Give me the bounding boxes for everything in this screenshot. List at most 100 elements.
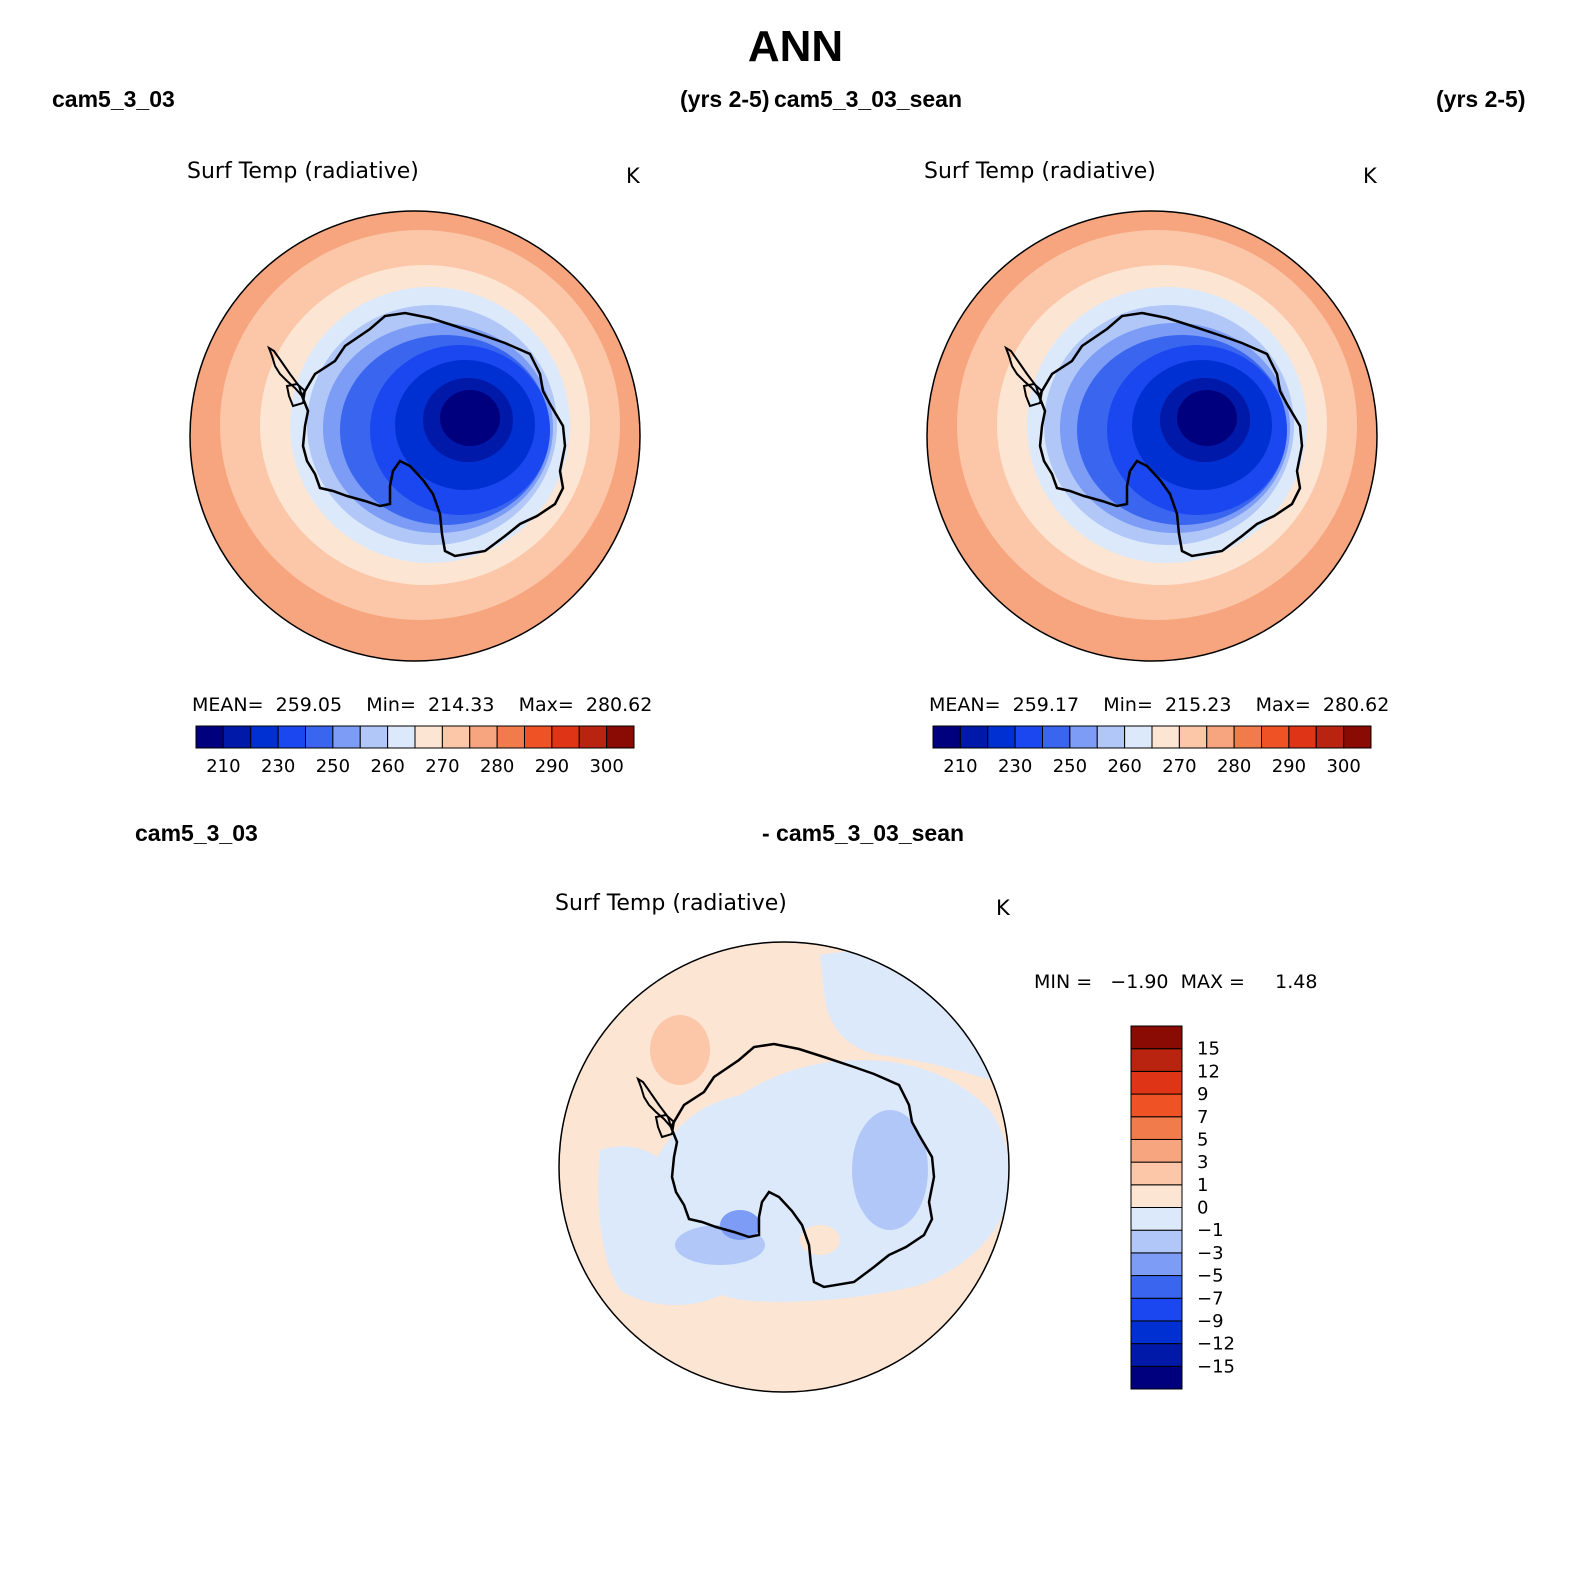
colorbar-difference-swatch xyxy=(1130,1093,1183,1118)
colorbar-top-left-tick-label: 300 xyxy=(589,756,623,777)
colorbar-top-right-swatch xyxy=(1151,725,1180,749)
difference-field xyxy=(559,942,1009,1392)
colorbar-top-right-swatch xyxy=(1315,725,1345,749)
temperature-field-top-right xyxy=(927,211,1377,661)
colorbar-difference-swatch xyxy=(1130,1320,1183,1345)
years-label-top-left: (yrs 2-5) xyxy=(680,86,770,112)
colorbar-top-left: 210 230 250 260 270 280 290 300 xyxy=(195,725,635,777)
map-border-difference xyxy=(558,941,1010,1393)
case-label-top-right: cam5_3_03_sean xyxy=(774,86,962,112)
stats-text-difference: MIN = −1.90 MAX = 1.48 xyxy=(1034,971,1317,993)
map-panel-difference: Surf Temp (radiative) K MIN = −1.90 MAX … xyxy=(555,891,1317,1393)
colorbar-difference-tick-label: −1 xyxy=(1197,1220,1224,1241)
colorbar-top-right-swatch xyxy=(1124,725,1153,749)
colorbar-difference-swatch xyxy=(1130,1229,1183,1254)
colorbar-difference-tick-label: 5 xyxy=(1197,1129,1208,1150)
colorbar-top-left-tick-label: 210 xyxy=(206,756,240,777)
colorbar-difference-tick-label: −7 xyxy=(1197,1288,1224,1309)
units-label-difference: K xyxy=(996,896,1011,920)
colorbar-top-left-swatch xyxy=(222,725,252,749)
years-label-top-right: (yrs 2-5) xyxy=(1436,86,1526,112)
colorbar-top-left-tick-label: 260 xyxy=(370,756,404,777)
colorbar-difference-tick-label: −5 xyxy=(1197,1266,1224,1287)
colorbar-top-right-swatch xyxy=(1343,725,1372,749)
colorbar-top-right-swatch xyxy=(1096,725,1126,749)
variable-title-difference: Surf Temp (radiative) xyxy=(555,891,787,916)
colorbar-top-right-swatch xyxy=(1178,725,1208,749)
colorbar-top-left-swatch xyxy=(250,725,279,749)
colorbar-top-left-tick-label: 250 xyxy=(316,756,350,777)
colorbar-top-left-tick-label: 270 xyxy=(425,756,459,777)
colorbar-top-right-tick-label: 280 xyxy=(1217,756,1251,777)
colorbar-top-left-swatch xyxy=(332,725,361,749)
colorbar-top-left-swatch xyxy=(414,725,443,749)
units-label-top-right: K xyxy=(1363,164,1378,188)
colorbar-top-right-swatch xyxy=(987,725,1016,749)
colorbar-top-left-swatch xyxy=(195,725,224,749)
map-border-top-right xyxy=(926,210,1378,662)
map-border-top-left xyxy=(189,210,641,662)
colorbar-difference-tick-label: 7 xyxy=(1197,1107,1208,1128)
colorbar-top-left-tick-label: 280 xyxy=(480,756,514,777)
colorbar-difference-swatch xyxy=(1130,1252,1183,1277)
colorbar-top-right-swatch xyxy=(1014,725,1043,749)
colorbar-top-left-tick-label: 290 xyxy=(535,756,569,777)
colorbar-top-left-swatch xyxy=(606,725,635,749)
colorbar-top-right-swatch xyxy=(959,725,989,749)
colorbar-top-left-swatch xyxy=(469,725,498,749)
colorbar-difference-tick-label: 0 xyxy=(1197,1198,1208,1219)
colorbar-difference-swatch xyxy=(1130,1025,1183,1050)
colorbar-difference-swatch xyxy=(1130,1138,1183,1163)
colorbar-top-right-swatch xyxy=(932,725,961,749)
colorbar-top-right-swatch xyxy=(1042,725,1071,749)
colorbar-difference-swatch xyxy=(1130,1365,1183,1390)
colorbar-difference-swatch xyxy=(1130,1070,1183,1095)
colorbar-top-left-swatch xyxy=(359,725,389,749)
colorbar-top-left-swatch xyxy=(578,725,608,749)
colorbar-difference-swatch xyxy=(1130,1275,1183,1299)
colorbar-top-right-tick-label: 250 xyxy=(1053,756,1087,777)
colorbar-top-right-swatch xyxy=(1233,725,1262,749)
colorbar-top-left-tick-label: 230 xyxy=(261,756,295,777)
colorbar-top-right-tick-label: 230 xyxy=(998,756,1032,777)
colorbar-top-left-swatch xyxy=(277,725,306,749)
colorbar-difference-swatch xyxy=(1130,1207,1183,1231)
stats-text-top-left: MEAN= 259.05 Min= 214.33 Max= 280.62 xyxy=(192,694,652,716)
colorbar-difference-tick-label: 15 xyxy=(1197,1039,1220,1060)
colorbar-top-right-swatch xyxy=(1206,725,1235,749)
colorbar-top-left-swatch xyxy=(387,725,416,749)
colorbar-difference-tick-label: 3 xyxy=(1197,1152,1208,1173)
colorbar-difference-tick-label: 1 xyxy=(1197,1175,1208,1196)
colorbar-top-right-tick-label: 260 xyxy=(1107,756,1141,777)
colorbar-difference-swatch xyxy=(1130,1343,1183,1367)
case-label-bottom-a: cam5_3_03 xyxy=(135,820,258,846)
units-label-top-left: K xyxy=(626,164,641,188)
map-panel-top-right: Surf Temp (radiative) K MEAN= 259.17 Min… xyxy=(924,159,1389,777)
colorbar-top-right: 210 230 250 260 270 280 290 300 xyxy=(932,725,1372,777)
colorbar-difference-tick-label: −3 xyxy=(1197,1243,1224,1264)
colorbar-top-right-tick-label: 210 xyxy=(943,756,977,777)
colorbar-top-left-swatch xyxy=(524,725,553,749)
colorbar-difference-swatch xyxy=(1130,1116,1183,1140)
colorbar-top-left-swatch xyxy=(305,725,334,749)
colorbar-difference-tick-label: −15 xyxy=(1197,1356,1235,1377)
colorbar-difference-swatch xyxy=(1130,1297,1183,1322)
colorbar-difference-swatch xyxy=(1130,1048,1183,1072)
variable-title-top-right: Surf Temp (radiative) xyxy=(924,159,1156,184)
colorbar-difference-tick-label: 9 xyxy=(1197,1084,1208,1105)
colorbar-top-left-swatch xyxy=(441,725,471,749)
temperature-field-top-left xyxy=(190,211,640,661)
colorbar-top-right-swatch xyxy=(1288,725,1317,749)
colorbar-top-left-swatch xyxy=(551,725,580,749)
colorbar-difference-tick-label: −9 xyxy=(1197,1311,1224,1332)
colorbar-difference-tick-label: 12 xyxy=(1197,1061,1220,1082)
map-panel-top-left: Surf Temp (radiative) K MEAN= 259.05 Min… xyxy=(187,159,652,777)
stats-text-top-right: MEAN= 259.17 Min= 215.23 Max= 280.62 xyxy=(929,694,1389,716)
colorbar-top-right-tick-label: 290 xyxy=(1272,756,1306,777)
colorbar-difference-swatch xyxy=(1130,1184,1183,1208)
colorbar-top-right-tick-label: 300 xyxy=(1326,756,1360,777)
variable-title-top-left: Surf Temp (radiative) xyxy=(187,159,419,184)
colorbar-top-right-swatch xyxy=(1069,725,1098,749)
